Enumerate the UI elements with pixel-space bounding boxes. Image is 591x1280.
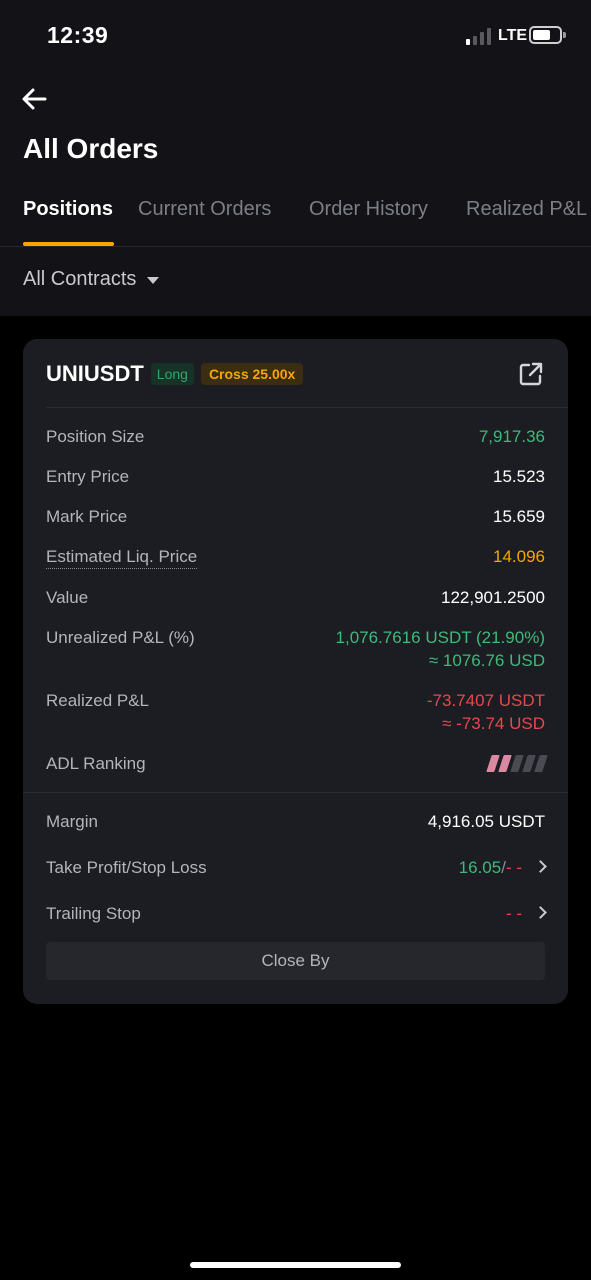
tab-current-orders[interactable]: Current Orders (138, 198, 272, 220)
adl-bar (486, 755, 500, 772)
realized-pnl-usd: ≈ -73.74 USD (442, 714, 545, 733)
adl-bar (510, 755, 524, 772)
mark-price-label: Mark Price (46, 507, 128, 526)
signal-icon (466, 27, 492, 45)
tab-positions[interactable]: Positions (23, 198, 114, 220)
position-symbol[interactable]: UNIUSDT (46, 361, 144, 386)
side-badge: Long (150, 363, 194, 385)
chevron-right-icon[interactable] (534, 860, 547, 873)
realized-pnl-label: Realized P&L (46, 691, 150, 710)
chevron-right-icon[interactable] (534, 906, 547, 919)
status-bar: 12:39 LTE (0, 0, 591, 70)
battery-icon (529, 26, 566, 44)
liq-price-value: 14.096 (493, 547, 545, 566)
tp-sl-value[interactable]: 16.05/- - (458, 858, 547, 878)
tab-bar: Positions Current Orders Order History R… (0, 188, 591, 246)
network-type: LTE (498, 27, 528, 44)
filter-label: All Contracts (23, 268, 137, 290)
tp-sl-label: Take Profit/Stop Loss (46, 858, 207, 877)
tab-realized-pnl[interactable]: Realized P&L (466, 198, 588, 220)
value-label: Value (46, 588, 89, 607)
adl-bar (522, 755, 536, 772)
trailing-stop-value-wrap[interactable]: - - (505, 904, 547, 924)
unrealized-pnl-usd: ≈ 1076.76 USD (428, 651, 545, 670)
close-by-button[interactable]: Close By (46, 942, 545, 980)
caret-down-icon (147, 277, 160, 284)
adl-ranking-label: ADL Ranking (46, 754, 146, 773)
page-title: All Orders (23, 133, 159, 164)
trailing-stop-value: - - (505, 904, 522, 923)
tab-order-history[interactable]: Order History (309, 198, 428, 220)
margin-mode-badge[interactable]: Cross 25.00x (200, 363, 304, 385)
margin-label: Margin (46, 812, 98, 831)
header-background (0, 0, 591, 316)
share-button[interactable] (517, 360, 545, 388)
position-header: UNIUSDT Long Cross 25.00x (46, 359, 304, 389)
position-card: UNIUSDT Long Cross 25.00x Position Size … (23, 339, 568, 1004)
trailing-stop-label: Trailing Stop (46, 904, 141, 923)
realized-pnl-value: -73.7407 USDT (426, 691, 545, 710)
status-time: 12:39 (47, 22, 109, 48)
tp-sl-separator: / (501, 858, 506, 877)
adl-bar (534, 755, 548, 772)
adl-ranking-indicator (485, 755, 548, 772)
take-profit-value: 16.05 (458, 858, 502, 877)
card-section-divider (23, 792, 568, 793)
external-link-icon (519, 362, 543, 386)
card-divider (46, 407, 568, 408)
tabs-divider (0, 246, 591, 247)
mark-price-value: 15.659 (493, 507, 545, 526)
liq-price-label[interactable]: Estimated Liq. Price (46, 547, 198, 569)
value-value: 122,901.2500 (441, 588, 545, 607)
position-size-label: Position Size (46, 427, 145, 446)
unrealized-pnl-label: Unrealized P&L (%) (46, 628, 195, 647)
active-tab-indicator (23, 242, 114, 246)
unrealized-pnl-value: 1,076.7616 USDT (21.90%) (335, 628, 545, 647)
home-indicator[interactable] (190, 1262, 401, 1268)
back-button[interactable] (18, 82, 52, 116)
contracts-filter-dropdown[interactable]: All Contracts (23, 268, 160, 291)
entry-price-value: 15.523 (493, 467, 545, 486)
adl-bar (498, 755, 512, 772)
entry-price-label: Entry Price (46, 467, 130, 486)
arrow-left-icon (22, 88, 47, 110)
stop-loss-value: - - (505, 858, 522, 877)
position-size-value: 7,917.36 (478, 427, 545, 446)
margin-value: 4,916.05 USDT (427, 812, 545, 831)
